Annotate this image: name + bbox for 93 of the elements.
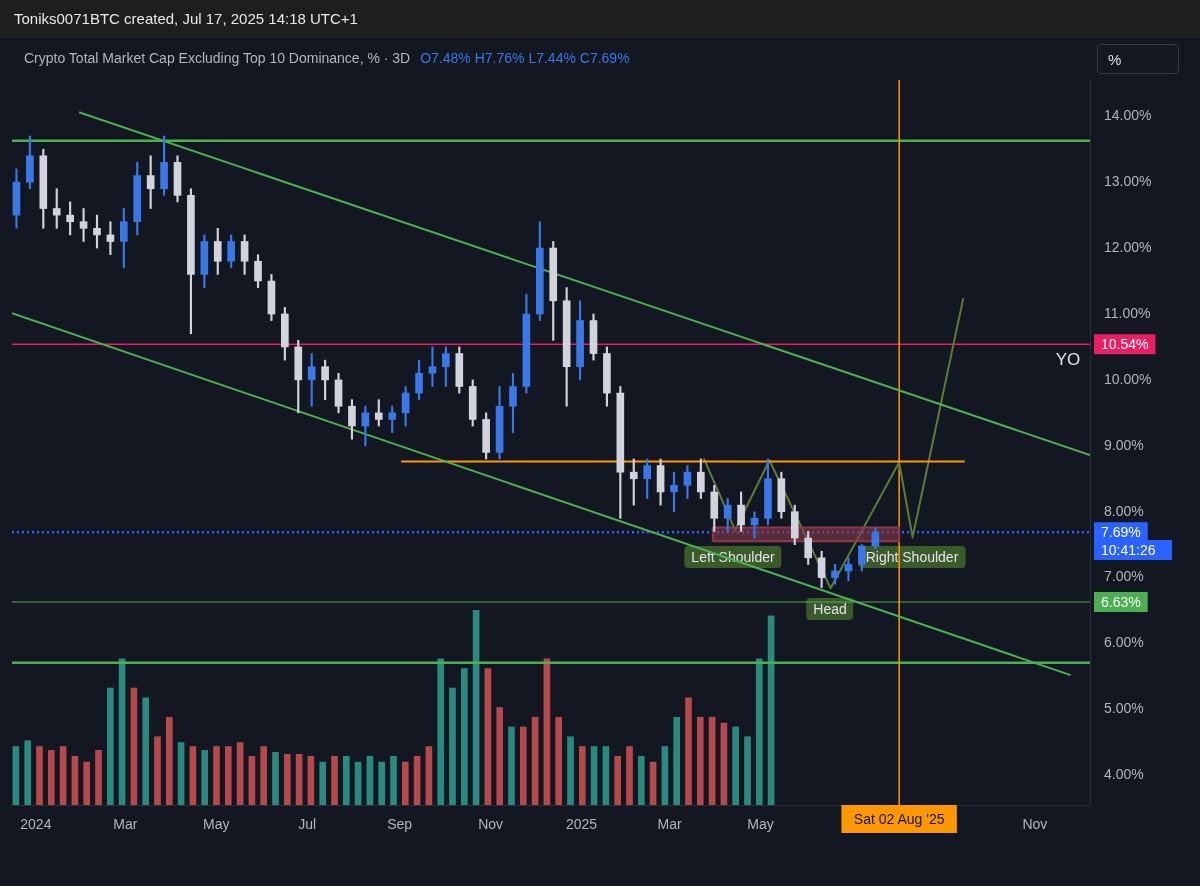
bar	[437, 658, 445, 805]
x-tick-label: Mar	[657, 816, 682, 833]
x-tick-label: Sep	[387, 816, 413, 833]
annotation: Head	[806, 598, 854, 620]
bar	[508, 726, 515, 805]
ref-line-label: 10.54%	[1101, 336, 1149, 353]
bar	[224, 746, 232, 805]
bar	[95, 750, 102, 805]
bar	[378, 761, 386, 805]
bar	[685, 697, 692, 805]
bar	[696, 716, 704, 805]
bar	[47, 750, 55, 805]
bar	[649, 761, 657, 805]
bar	[708, 716, 716, 805]
bar	[390, 755, 397, 805]
bar	[637, 755, 645, 805]
bar	[142, 697, 150, 805]
x-tick-label: Nov	[478, 816, 504, 833]
y-tick-label: 7.00%	[1104, 568, 1144, 585]
bar	[83, 761, 91, 805]
x-tick-label: 2025	[565, 816, 598, 833]
text: 10:41:26	[1094, 540, 1172, 560]
bar	[236, 742, 244, 805]
bar	[460, 668, 468, 805]
bar	[567, 736, 574, 805]
bar	[555, 716, 563, 805]
y-tick-label: 11.00%	[1104, 304, 1151, 321]
bar	[413, 755, 421, 805]
bar	[354, 761, 362, 805]
bar	[295, 753, 303, 805]
bar	[59, 746, 67, 805]
ref-line-label: 7.69%	[1101, 524, 1141, 540]
bar	[449, 687, 456, 805]
bar	[626, 746, 633, 805]
bar	[484, 668, 492, 805]
bar	[602, 746, 610, 805]
bar	[331, 755, 338, 805]
bar	[661, 746, 669, 805]
bar	[260, 746, 268, 805]
y-tick-label: 4.00%	[1104, 766, 1144, 783]
annotation: YO	[1055, 350, 1081, 370]
bar	[154, 736, 161, 805]
x-tick-label: May	[203, 816, 230, 833]
bar	[165, 716, 173, 805]
y-tick-label: 13.00%	[1104, 173, 1152, 190]
bar	[272, 752, 279, 805]
x-tick-label: Nov	[1022, 816, 1048, 833]
bar	[248, 755, 256, 805]
bar	[189, 746, 197, 805]
ref-line-label: Sat 02 Aug '25	[853, 810, 945, 827]
bar	[425, 746, 433, 805]
bar	[283, 753, 291, 805]
text: %	[1097, 44, 1179, 74]
x-tick-label: Jul	[298, 816, 317, 833]
bar	[744, 736, 751, 805]
chart-title: Crypto Total Market Cap Excluding Top 10 Dominance, % · 3D	[24, 50, 411, 66]
x-tick-label: Mar	[113, 816, 138, 833]
bar	[342, 755, 350, 805]
bar	[213, 746, 220, 805]
bar	[71, 755, 79, 805]
y-tick-label: 6.00%	[1104, 634, 1144, 651]
y-tick-label: 10.00%	[1104, 370, 1152, 387]
y-tick-label: 14.00%	[1104, 107, 1152, 124]
chart-subtitle: O7.48% H7.76% L7.44% C7.69%	[420, 50, 630, 66]
y-tick-label: 5.00%	[1104, 700, 1144, 717]
bar	[590, 746, 598, 805]
x-tick-label: 2024	[20, 816, 52, 833]
x-tick-label: May	[747, 816, 774, 833]
bar	[755, 658, 763, 805]
bar	[319, 761, 327, 805]
bar	[366, 755, 374, 805]
y-tick-label: 9.00%	[1104, 436, 1144, 453]
bar	[36, 746, 43, 805]
bar	[12, 746, 20, 805]
text: Toniks0071BTC created, Jul 17, 2025 14:18 UTC+1	[14, 10, 358, 27]
bar	[307, 755, 315, 805]
bar	[673, 716, 681, 805]
bar	[496, 707, 504, 805]
bar	[24, 740, 32, 805]
bar	[720, 722, 728, 805]
bar	[531, 716, 539, 805]
bar	[106, 687, 114, 805]
bar	[519, 726, 527, 805]
bar	[201, 750, 209, 805]
bar	[401, 761, 409, 805]
y-tick-label: 12.00%	[1104, 238, 1152, 255]
y-tick-label: 8.00%	[1104, 502, 1144, 519]
bar	[732, 726, 740, 805]
bar	[578, 746, 586, 805]
bar	[614, 755, 622, 805]
bar	[130, 687, 138, 805]
ref-line-label: 6.63%	[1101, 593, 1141, 610]
bar	[177, 742, 185, 805]
